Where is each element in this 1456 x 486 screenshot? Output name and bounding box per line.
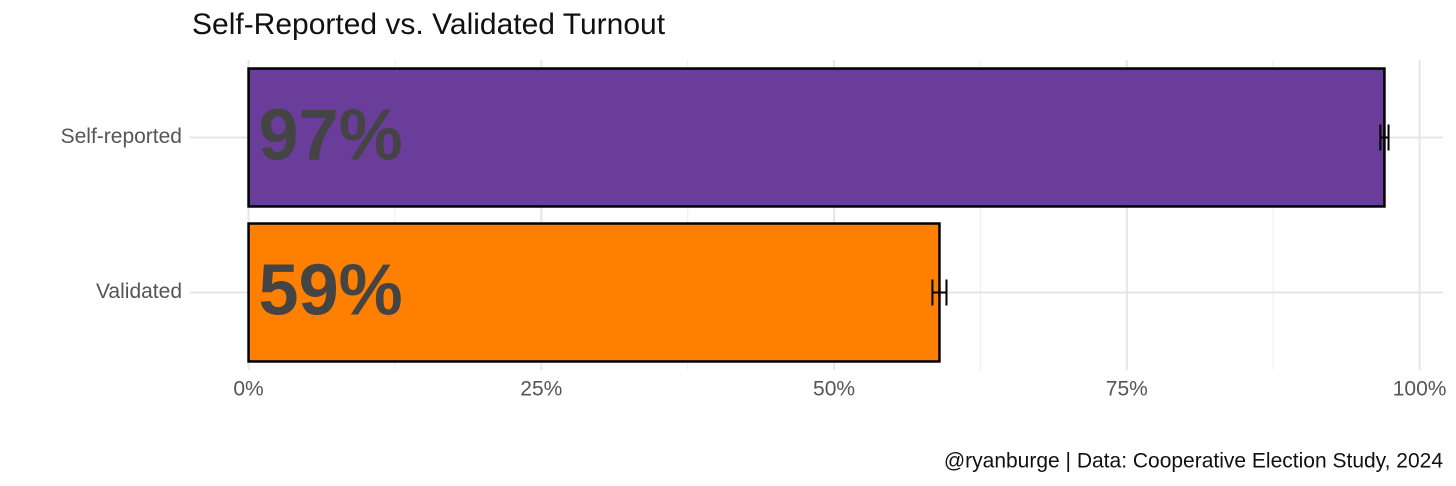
x-tick-label: 25% xyxy=(520,378,562,401)
error-bar xyxy=(1379,124,1390,151)
x-tick-label: 0% xyxy=(233,378,263,401)
x-tick-label: 75% xyxy=(1106,378,1148,401)
caption: @ryanburge | Data: Cooperative Election … xyxy=(944,450,1443,473)
chart-title: Self-Reported vs. Validated Turnout xyxy=(192,8,666,41)
x-tick-label: 50% xyxy=(813,378,855,401)
x-tick-label: 100% xyxy=(1393,378,1447,401)
error-bar xyxy=(931,279,948,306)
y-tick-label: Self-reported xyxy=(61,125,182,148)
value-label: 59% xyxy=(259,251,403,331)
y-tick-label: Validated xyxy=(96,280,182,303)
value-label: 97% xyxy=(259,96,403,176)
bar xyxy=(247,67,1386,208)
